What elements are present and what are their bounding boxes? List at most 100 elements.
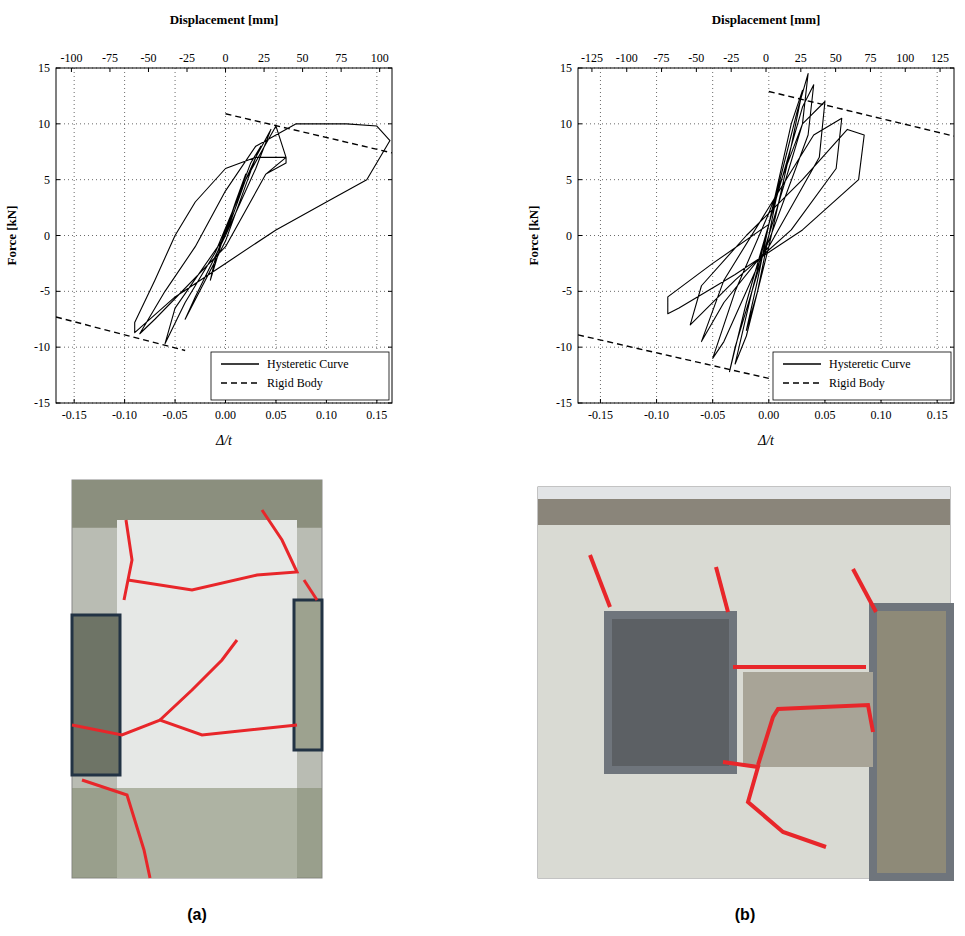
tick-mark <box>225 68 226 72</box>
series-line <box>135 124 390 344</box>
tick-mark <box>388 68 392 69</box>
tick-label: 0.05 <box>265 408 286 422</box>
grid-line <box>74 68 75 403</box>
tick-mark <box>940 68 941 72</box>
tick-label: -5 <box>562 284 572 298</box>
tick-mark <box>379 68 380 72</box>
tick-label: 100 <box>896 51 914 65</box>
crack-line <box>758 705 873 765</box>
tick-mark <box>187 68 188 72</box>
tick-mark <box>388 235 392 236</box>
tick-label: 50 <box>297 51 309 65</box>
chart-panel: -0.15-0.10-0.050.000.050.100.15-100-75-5… <box>4 12 392 448</box>
tick-mark <box>56 347 60 348</box>
tick-label: -0.10 <box>644 408 669 422</box>
tick-mark <box>578 291 582 292</box>
tick-mark <box>731 68 732 72</box>
photo <box>538 487 950 878</box>
panel-caption: (a) <box>187 906 207 923</box>
tick-mark <box>591 68 592 72</box>
panel-caption: (b) <box>735 906 755 923</box>
tick-mark <box>388 347 392 348</box>
tick-label: 10 <box>38 117 50 131</box>
plot-frame <box>56 68 392 403</box>
chart-panel: -0.15-0.10-0.050.000.050.100.15-125-100-… <box>526 12 954 448</box>
tick-label: -75 <box>102 51 118 65</box>
photo-background <box>538 487 950 878</box>
tick-mark <box>71 68 72 72</box>
grid-line <box>56 291 392 292</box>
roof <box>538 499 950 525</box>
legend: Hysteretic CurveRigid Body <box>773 352 951 400</box>
series-line <box>769 91 954 136</box>
tick-label: 125 <box>931 51 949 65</box>
tick-label: 0.05 <box>814 408 835 422</box>
tick-label: 0.15 <box>927 408 948 422</box>
damaged-zone <box>743 672 873 767</box>
tick-label: -0.05 <box>163 408 188 422</box>
tick-mark <box>578 123 582 124</box>
tick-label: 0 <box>763 51 769 65</box>
tick-mark <box>712 399 713 403</box>
ground <box>72 788 322 878</box>
axis-title: Displacement [mm] <box>170 12 279 27</box>
plot-frame <box>578 68 954 403</box>
data-area <box>578 74 954 379</box>
legend-label: Hysteretic Curve <box>267 357 349 371</box>
tick-mark <box>950 347 954 348</box>
tick-mark <box>656 399 657 403</box>
tick-mark <box>626 68 627 72</box>
crack-line <box>128 510 297 590</box>
legend-label: Rigid Body <box>829 376 885 390</box>
tick-label: 100 <box>371 51 389 65</box>
crack-line <box>733 665 866 669</box>
crack-line <box>72 720 297 735</box>
tick-label: 0.15 <box>366 408 387 422</box>
tick-label: 0 <box>44 229 50 243</box>
tick-mark <box>905 68 906 72</box>
axis-title: Δ/t <box>215 433 233 448</box>
grid-line <box>712 68 713 403</box>
tick-label: -100 <box>616 51 638 65</box>
tick-mark <box>56 235 60 236</box>
crack-line <box>716 567 728 612</box>
grid-line <box>600 68 601 403</box>
tick-label: -50 <box>688 51 704 65</box>
tick-mark <box>264 68 265 72</box>
tick-mark <box>302 68 303 72</box>
tick-mark <box>124 399 125 403</box>
tick-mark <box>56 291 60 292</box>
tick-mark <box>768 399 769 403</box>
tick-mark <box>388 179 392 180</box>
tick-label: 15 <box>560 61 572 75</box>
window <box>294 600 322 750</box>
tick-mark <box>148 68 149 72</box>
series-line <box>578 335 769 379</box>
tick-label: -15 <box>34 396 50 410</box>
grid-line <box>578 179 954 180</box>
tick-mark <box>578 403 582 404</box>
tick-label: -5 <box>40 284 50 298</box>
tick-label: -75 <box>654 51 670 65</box>
tick-label: 5 <box>44 173 50 187</box>
legend-swatch <box>783 363 821 364</box>
tick-mark <box>835 68 836 72</box>
tick-mark <box>950 235 954 236</box>
tick-mark <box>696 68 697 72</box>
tick-label: -10 <box>34 340 50 354</box>
tick-label: -125 <box>581 51 603 65</box>
legend-swatch <box>221 363 259 364</box>
grid-line <box>578 347 954 348</box>
tick-label: 75 <box>864 51 876 65</box>
tick-mark <box>74 399 75 403</box>
tick-label: 0.10 <box>871 408 892 422</box>
crack-line <box>124 520 132 600</box>
tick-mark <box>870 68 871 72</box>
tick-label: -0.15 <box>62 408 87 422</box>
crack-line <box>590 555 610 607</box>
tick-label: 10 <box>560 117 572 131</box>
tick-label: -100 <box>60 51 82 65</box>
tick-mark <box>388 123 392 124</box>
tick-label: 0 <box>223 51 229 65</box>
axis-title: Displacement [mm] <box>712 12 821 27</box>
